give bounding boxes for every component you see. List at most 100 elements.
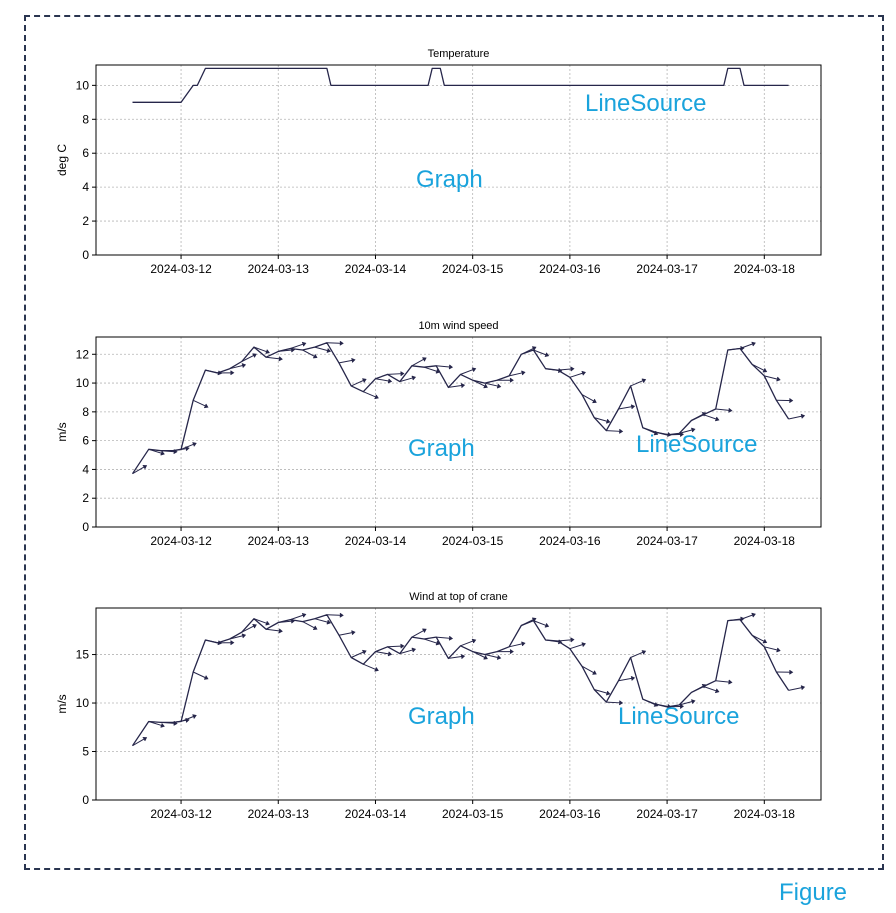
wind-barb — [703, 686, 720, 694]
wind-barb — [423, 638, 441, 646]
wind-barb — [497, 649, 514, 655]
wind-barb — [436, 364, 454, 370]
ytick-label: 4 — [82, 180, 89, 194]
wind-barb — [776, 669, 794, 675]
plot-area-temperature — [95, 64, 822, 256]
ytick-label: 8 — [82, 112, 89, 126]
wind-barb — [508, 641, 526, 648]
wind-barb — [363, 391, 379, 400]
wind-barb — [399, 647, 417, 655]
wind-barb — [338, 630, 356, 636]
chart-wind10m: 0 2 4 6 8 10 12 2024-03-12 2024-03-13 2024-03-14 2… — [55, 320, 822, 548]
xtick-label: 2024-03-16 — [539, 807, 601, 821]
wind-barb — [363, 663, 379, 672]
wind-barb — [581, 394, 597, 404]
wind-barb — [387, 371, 405, 377]
wind-barb — [460, 367, 477, 375]
wind-barb — [448, 383, 466, 388]
wind-barb — [350, 378, 367, 387]
xtick-label: 2024-03-18 — [734, 262, 796, 276]
xtick-label: 2024-03-15 — [442, 534, 504, 548]
wind-barb — [266, 356, 283, 362]
wind-barb — [290, 341, 307, 349]
ytick-label: 10 — [76, 376, 90, 390]
wind-barb — [375, 651, 393, 657]
xtick-label: 2024-03-13 — [248, 534, 310, 548]
wind-barb — [739, 612, 756, 621]
ytick-label: 6 — [82, 146, 89, 160]
wind-barb — [715, 679, 733, 685]
wind-barb — [630, 650, 647, 658]
wind-barb — [788, 413, 806, 420]
ytick-label: 2 — [82, 491, 89, 505]
wind-barb — [618, 404, 636, 410]
wind-barb — [679, 427, 696, 434]
xtick-label: 2024-03-13 — [248, 807, 310, 821]
ytick-label: 0 — [82, 248, 89, 262]
wind-barb — [278, 618, 296, 624]
ytick-label: 0 — [82, 520, 89, 534]
wind-barb — [484, 382, 502, 389]
xtick-label: 2024-03-18 — [734, 534, 796, 548]
wind-barb — [278, 347, 296, 353]
wind-barb — [314, 346, 332, 353]
xtick-label: 2024-03-12 — [150, 262, 212, 276]
chart-title-wind10m: 10m wind speed — [418, 320, 498, 332]
ytick-label: 0 — [82, 793, 89, 807]
wind-barb — [545, 368, 563, 373]
overlay-graph-temperature: Graph — [416, 166, 483, 193]
wind-barb — [132, 736, 148, 747]
wind-barb — [472, 651, 488, 660]
ytick-label: 10 — [76, 78, 90, 92]
wind-barb — [497, 377, 514, 383]
wind-barb — [423, 366, 441, 374]
ytick-label: 5 — [82, 745, 89, 759]
xtick-label: 2024-03-12 — [150, 807, 212, 821]
wind-barb — [533, 349, 550, 358]
wind-barb — [642, 698, 659, 707]
figure-frame — [24, 15, 884, 870]
figure-label: Figure — [779, 879, 848, 906]
wind-barb — [180, 714, 197, 722]
wind-barb — [253, 618, 270, 626]
wind-barb — [703, 414, 720, 422]
ylabel-temperature: deg C — [55, 144, 69, 176]
ytick-label: 4 — [82, 462, 89, 476]
wind-barb — [606, 428, 624, 434]
wind-barb — [618, 676, 636, 682]
wind-barb — [521, 346, 537, 355]
wind-barb — [148, 721, 165, 728]
wind-barb — [217, 370, 235, 376]
xtick-label: 2024-03-14 — [345, 534, 407, 548]
wind-barb — [764, 646, 781, 653]
overlay-linesource-temperature: LineSource — [585, 90, 707, 117]
wind-barb — [533, 620, 550, 628]
wind-barb — [241, 624, 257, 633]
ylabel-wind10m: m/s — [55, 422, 69, 441]
chart-crane: 0 5 10 15 2024-03-12 2024-03-13 2024-03-14 2024… — [55, 591, 822, 821]
wind-barb — [180, 442, 197, 450]
wind-barb — [399, 375, 417, 383]
wind-barb — [229, 633, 247, 640]
xtick-label: 2024-03-16 — [539, 534, 601, 548]
wind-barb — [472, 379, 488, 389]
wind-barb — [569, 642, 586, 650]
wind-barb — [326, 612, 344, 618]
wind-barb — [411, 628, 427, 638]
series-line-temperature — [132, 67, 789, 103]
wind-barb — [241, 353, 257, 362]
wind-barb — [290, 612, 307, 621]
wind-barb — [436, 635, 454, 641]
wind-barb — [350, 649, 367, 658]
wind-barb — [302, 349, 318, 359]
wind-barb — [508, 370, 526, 377]
plot-area-crane — [95, 607, 822, 801]
xtick-label: 2024-03-14 — [345, 262, 407, 276]
wind-barb — [764, 375, 781, 382]
wind-barb — [205, 639, 222, 646]
wind-barb — [594, 417, 611, 424]
wind-barb — [192, 671, 209, 680]
wind-barb — [148, 448, 165, 456]
wind-barb — [630, 378, 647, 387]
wind-barb — [751, 363, 768, 373]
